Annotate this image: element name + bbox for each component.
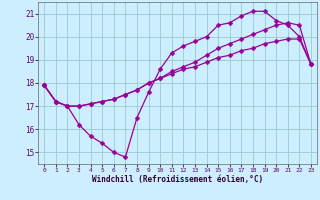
X-axis label: Windchill (Refroidissement éolien,°C): Windchill (Refroidissement éolien,°C)	[92, 175, 263, 184]
